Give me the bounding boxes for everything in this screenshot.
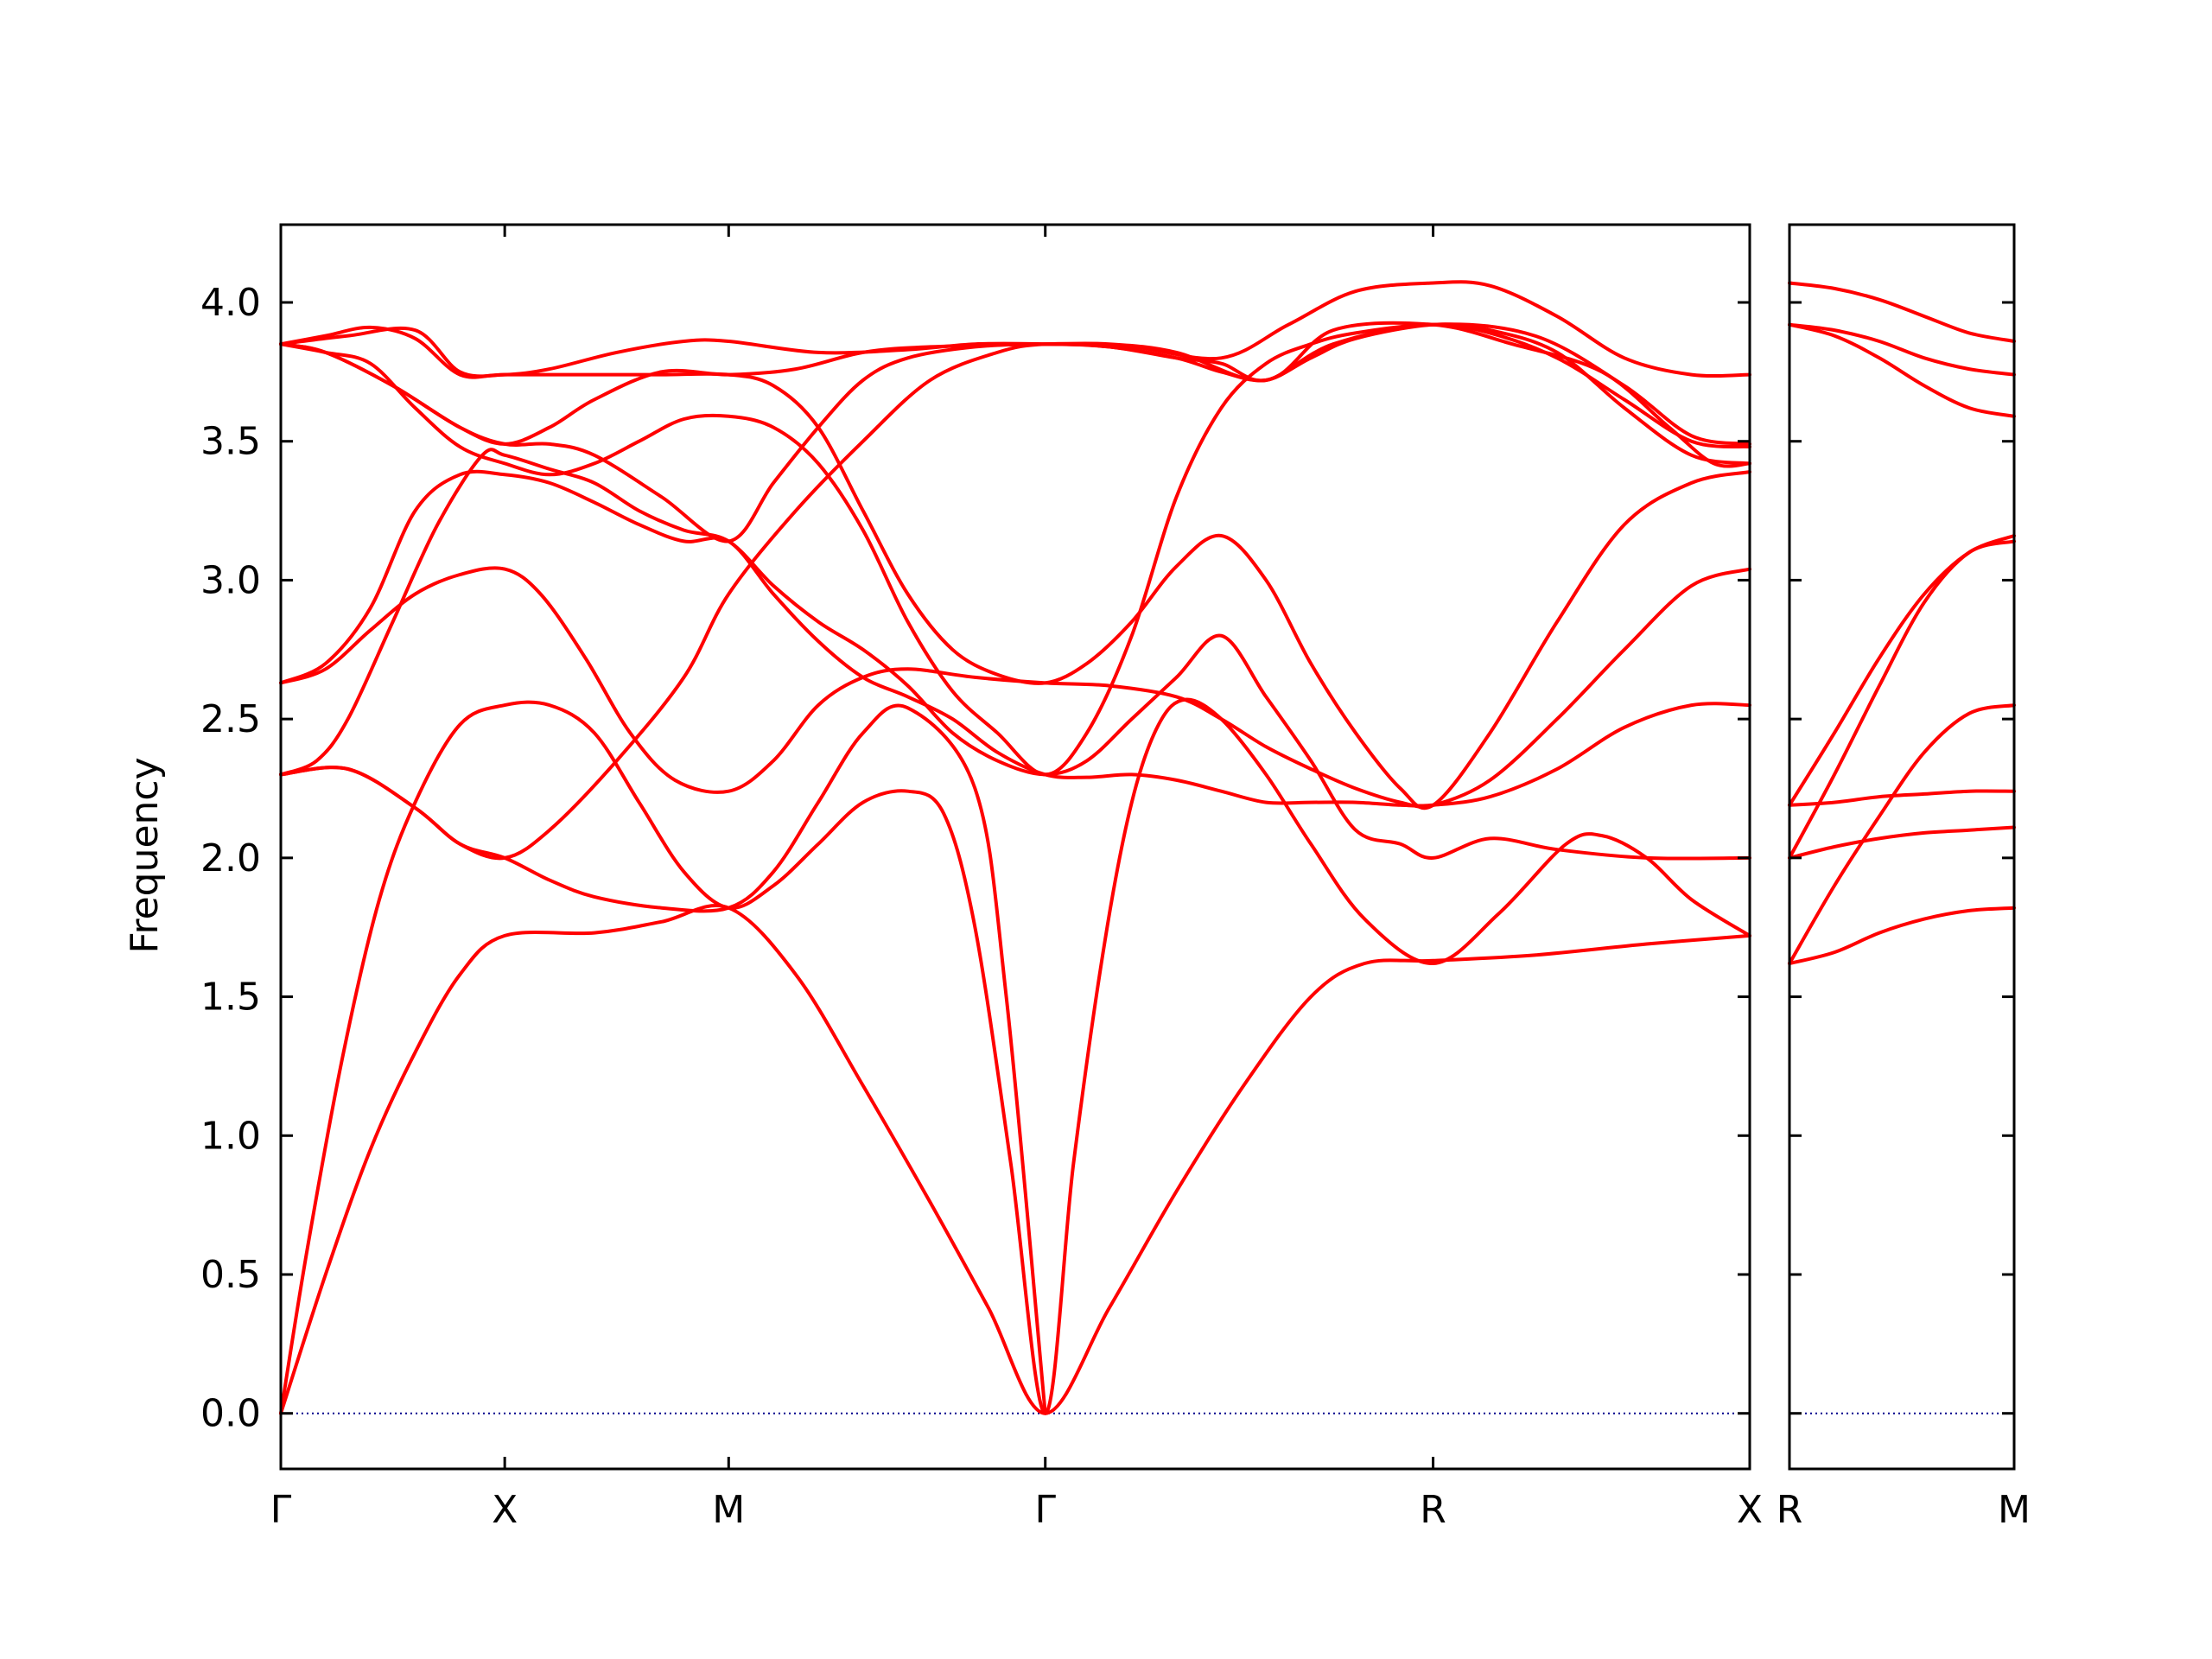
band-line-branch-1 (1788, 906, 2016, 965)
x-tick-label: R (1420, 1488, 1446, 1532)
x-tick-label: Γ (270, 1488, 292, 1532)
band-line-main-2 (279, 697, 1751, 1415)
band-line-branch-9 (1788, 281, 2016, 343)
x-tick-label: Γ (1034, 1488, 1056, 1532)
plot-frame-branch (1788, 223, 2016, 1471)
band-line-main-8 (279, 325, 1751, 810)
band-line-branch-4 (1788, 789, 2016, 807)
y-tick-label: 3.5 (200, 420, 261, 464)
y-tick-label: 1.0 (200, 1114, 261, 1158)
y-tick-label: 2.0 (200, 836, 261, 880)
band-line-main-6 (279, 566, 1751, 809)
plot-frame-main (279, 223, 1751, 1471)
band-line-main-4 (279, 448, 1751, 861)
band-line-main-1 (279, 904, 1751, 1415)
y-tick-label: 4.0 (200, 281, 261, 325)
y-axis-label: Frequency (123, 757, 167, 953)
y-tick-label: 0.0 (200, 1392, 261, 1436)
y-tick-label: 2.5 (200, 697, 261, 741)
band-line-main-11 (279, 280, 1751, 378)
band-line-branch-8 (1788, 322, 2016, 377)
band-line-branch-7 (1788, 322, 2016, 418)
band-line-main-5 (279, 469, 1751, 808)
y-tick-labels: 0.0 0.5 1.0 1.5 2.0 2.5 3.0 3.5 4.0 (200, 281, 261, 1436)
x-tick-label: M (712, 1488, 745, 1532)
x-tick-label: M (1998, 1488, 2031, 1532)
band-line-main-12 (279, 322, 1751, 861)
y-tick-label: 1.5 (200, 976, 261, 1020)
x-tick-label: X (492, 1488, 518, 1532)
band-line-branch-3 (1788, 825, 2016, 860)
band-line-branch-6 (1788, 534, 2016, 807)
y-tick-label: 0.5 (200, 1253, 261, 1297)
x-tick-label: X (1737, 1488, 1763, 1532)
y-tick-label: 3.0 (200, 558, 261, 602)
x-tick-label: R (1777, 1488, 1803, 1532)
